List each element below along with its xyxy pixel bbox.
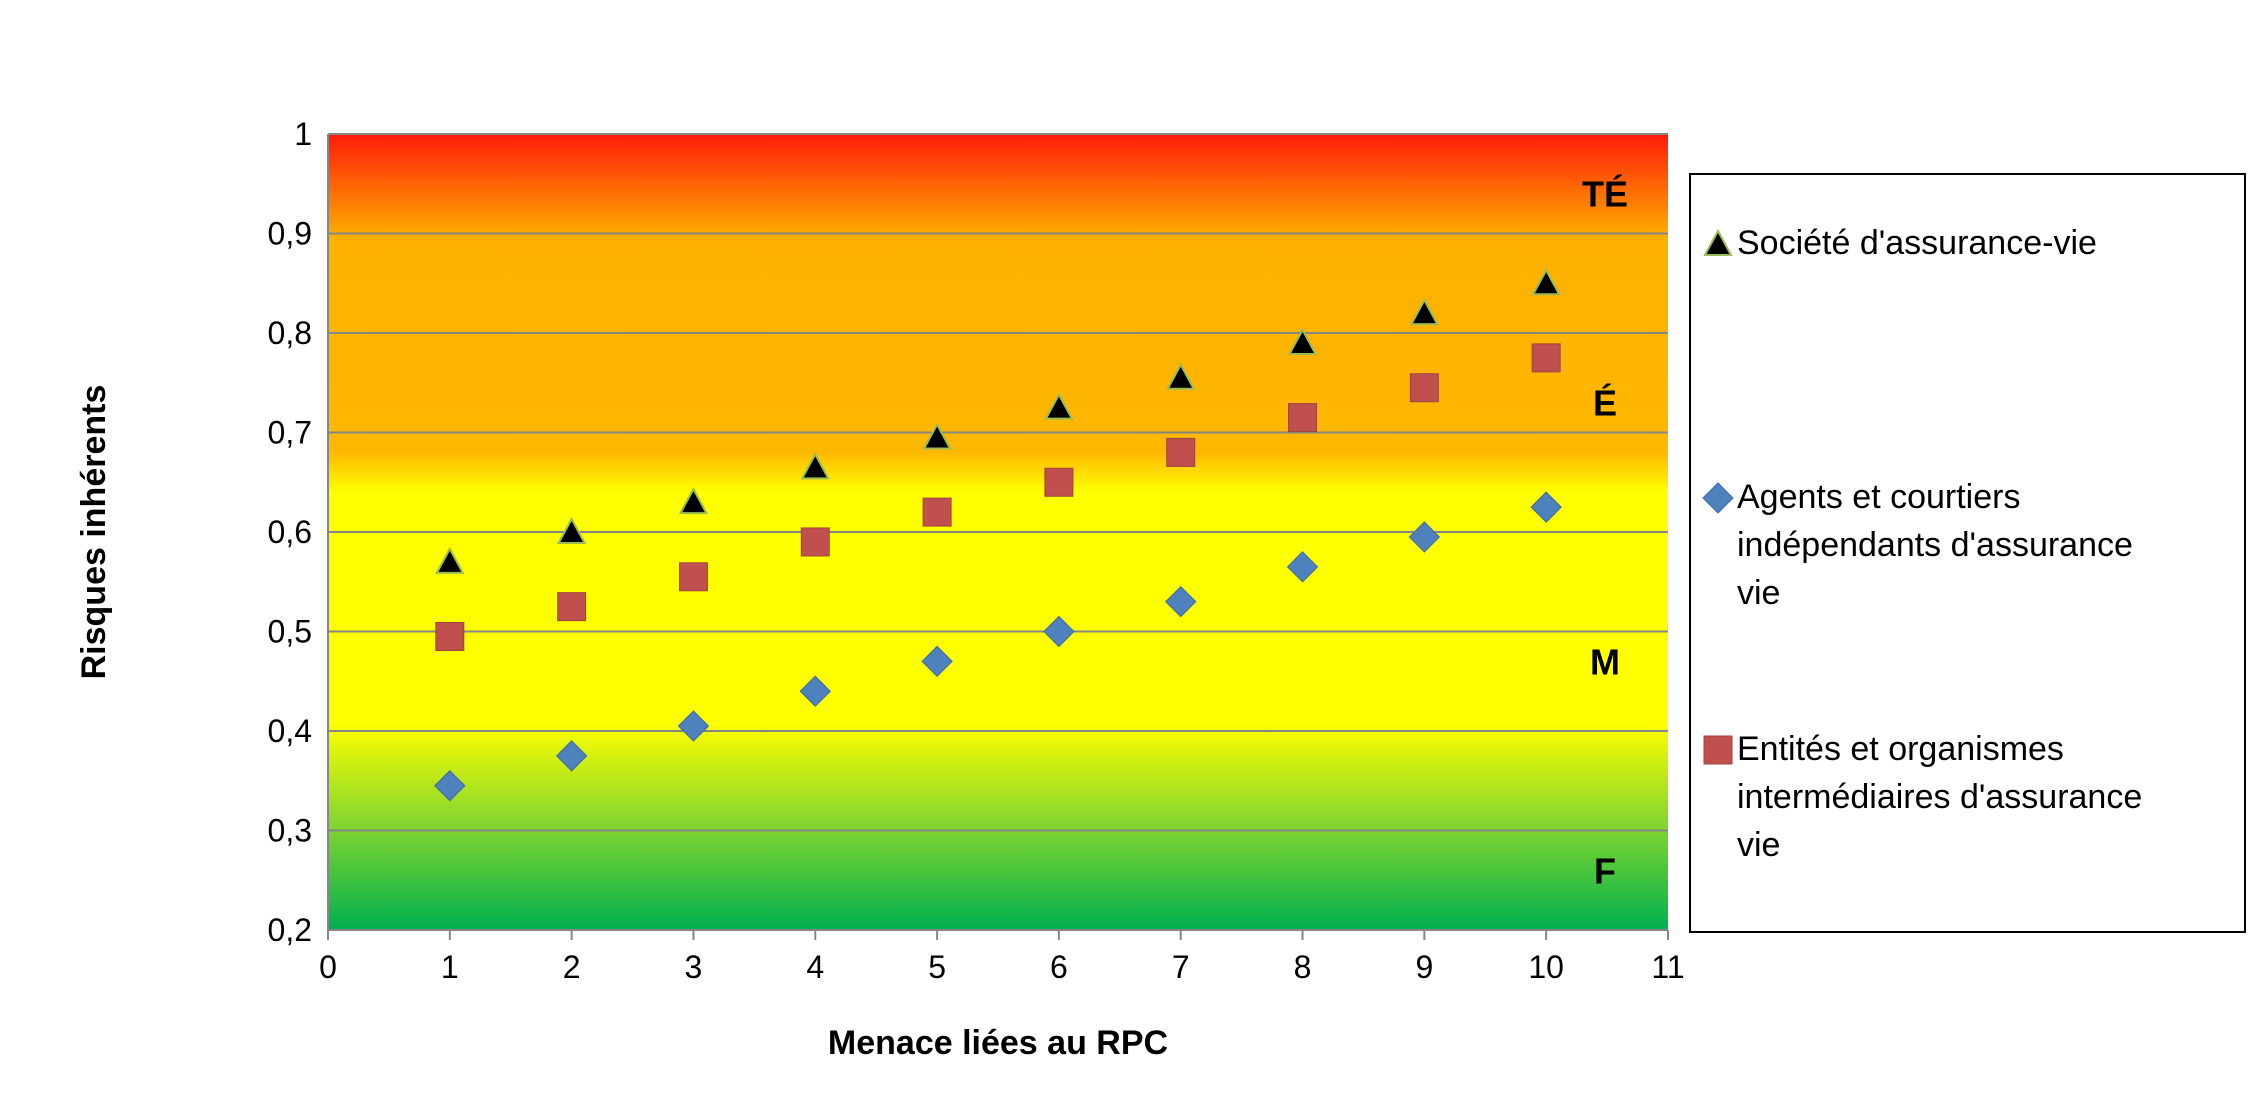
- risk-band-labels: TÉ É M F: [1582, 174, 1628, 892]
- diamond-point: [799, 675, 831, 707]
- legend-label: vie: [1737, 826, 1780, 864]
- diamond-point: [1530, 491, 1562, 523]
- y-tick-label: 0,3: [268, 813, 312, 849]
- tick-labels: 0,20,30,40,50,60,70,80,910 1 2 3 4 5 6 7 8 9 10 11: [268, 116, 1685, 985]
- triangle-point: [678, 487, 709, 515]
- square-point: [1288, 403, 1318, 433]
- square-point: [678, 562, 708, 592]
- y-tick-label: 0,8: [268, 315, 312, 351]
- legend-label: intermédiaires d'assurance: [1737, 778, 2142, 816]
- data-points: [434, 268, 1562, 802]
- diamond-point: [1043, 615, 1075, 648]
- axes: [327, 134, 1669, 940]
- legend-label: vie: [1737, 574, 1780, 612]
- triangle-point: [1044, 392, 1074, 420]
- triangle-legend-marker: [1703, 228, 1733, 256]
- x-axis-title: Menace liées au RPC: [828, 1024, 1168, 1062]
- x-tick-label: 4: [806, 949, 824, 985]
- diamond-point: [1165, 585, 1197, 618]
- diamond-point: [434, 770, 466, 802]
- square-point: [1531, 343, 1561, 373]
- y-tick-label: 0,2: [268, 912, 312, 948]
- square-point: [1409, 373, 1439, 403]
- risk-band-label: É: [1593, 383, 1617, 424]
- x-tick-label: 5: [928, 949, 946, 985]
- x-tick-label: 8: [1294, 949, 1312, 985]
- legend-label: Société d'assurance-vie: [1737, 224, 2097, 262]
- y-axis-title: Risques inhérents: [75, 385, 113, 680]
- y-tick-label: 0,9: [268, 216, 312, 252]
- diamond-point: [677, 710, 710, 742]
- legend-label: Agents et courtiers: [1737, 478, 2020, 516]
- x-tick-label: 9: [1415, 949, 1433, 985]
- triangle-point: [1166, 362, 1196, 390]
- legend-box: [1689, 173, 2246, 933]
- x-tick-label: 3: [685, 949, 703, 985]
- diamond-point: [1286, 551, 1319, 583]
- diamond-legend-marker: [1702, 482, 1734, 514]
- y-tick-label: 0,4: [268, 713, 312, 749]
- risk-band-label: M: [1590, 641, 1620, 682]
- y-tick-label: 0,5: [268, 614, 312, 650]
- triangle-point: [435, 546, 465, 574]
- triangle-point: [922, 422, 952, 450]
- x-tick-label: 6: [1050, 949, 1068, 985]
- risk-band-label: F: [1594, 850, 1616, 891]
- diamond-point: [555, 740, 588, 772]
- y-tick-label: 0,6: [268, 514, 312, 550]
- square-point: [922, 497, 952, 527]
- square-point: [1044, 467, 1074, 497]
- x-tick-label: 11: [1651, 949, 1684, 985]
- triangle-point: [1531, 268, 1561, 296]
- x-tick-label: 10: [1528, 949, 1564, 985]
- square-legend-marker: [1703, 735, 1733, 765]
- square-point: [435, 621, 465, 651]
- triangle-point: [1409, 298, 1440, 326]
- square-point: [1166, 437, 1196, 467]
- diamond-point: [1408, 521, 1441, 553]
- legend: Société d'assurance-vie Agents et courtie…: [1689, 173, 2246, 933]
- square-point: [557, 592, 587, 622]
- square-point: [800, 527, 830, 557]
- triangle-point: [556, 516, 587, 544]
- gridlines: [328, 133, 1668, 832]
- x-tick-label: 7: [1172, 949, 1190, 985]
- diamond-point: [921, 645, 953, 678]
- risk-band-label: TÉ: [1582, 174, 1628, 215]
- x-tick-label: 2: [563, 949, 581, 985]
- y-tick-label: 0,7: [268, 415, 312, 451]
- x-tick-label: 0: [319, 949, 337, 985]
- triangle-point: [800, 452, 830, 480]
- x-tick-label: 1: [441, 949, 459, 985]
- legend-label: indépendants d'assurance: [1737, 526, 2133, 564]
- y-tick-label: 1: [294, 116, 312, 152]
- legend-label: Entités et organismes: [1737, 730, 2064, 768]
- triangle-point: [1287, 327, 1318, 355]
